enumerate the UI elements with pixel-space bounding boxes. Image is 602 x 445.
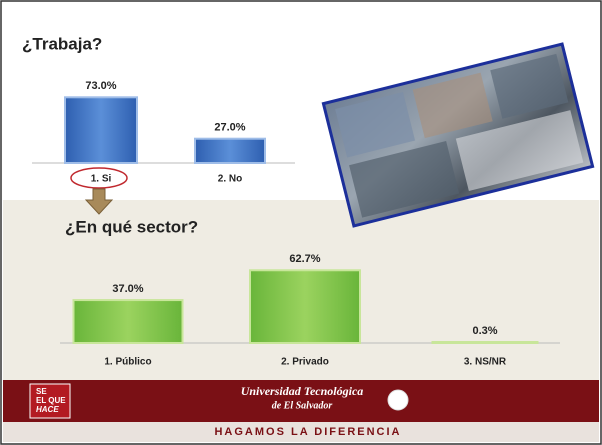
bar [431,341,539,344]
category-label: 2. No [218,174,242,185]
photo [321,42,595,228]
motto: HAGAMOS LA DIFERENCIA [214,426,401,438]
badge-text: HACE [36,405,59,414]
footer-band [3,380,599,422]
category-label: 3. NS/NR [464,357,507,368]
chart-title: ¿En qué sector? [65,217,198,236]
university-name: Universidad Tecnológica [241,384,364,398]
footer-strip [3,422,599,442]
photo-tile [490,53,569,119]
university-name: de El Salvador [272,400,333,411]
bar [64,96,138,164]
photo-tile [349,141,460,218]
arrow [84,188,114,215]
value-label: 73.0% [85,80,116,92]
badge-text: SE [36,387,47,396]
category-label: 1. Público [104,357,151,368]
badge-text: EL QUE [36,396,66,405]
value-label: 0.3% [472,325,497,337]
chart-title: ¿Trabaja? [22,34,102,53]
value-label: 62.7% [289,253,320,265]
bar [194,137,266,164]
photo-tile [412,72,493,139]
value-label: 27.0% [214,122,245,134]
category-label: 2. Privado [281,357,329,368]
photo-tile [455,110,584,192]
category-label: 1. Si [91,174,112,185]
photo-tile [335,92,416,158]
seal [387,389,409,411]
highlight-ellipse [70,167,128,189]
bar [72,299,184,344]
bar [249,269,361,345]
value-label: 37.0% [112,283,143,295]
badge [29,383,71,419]
